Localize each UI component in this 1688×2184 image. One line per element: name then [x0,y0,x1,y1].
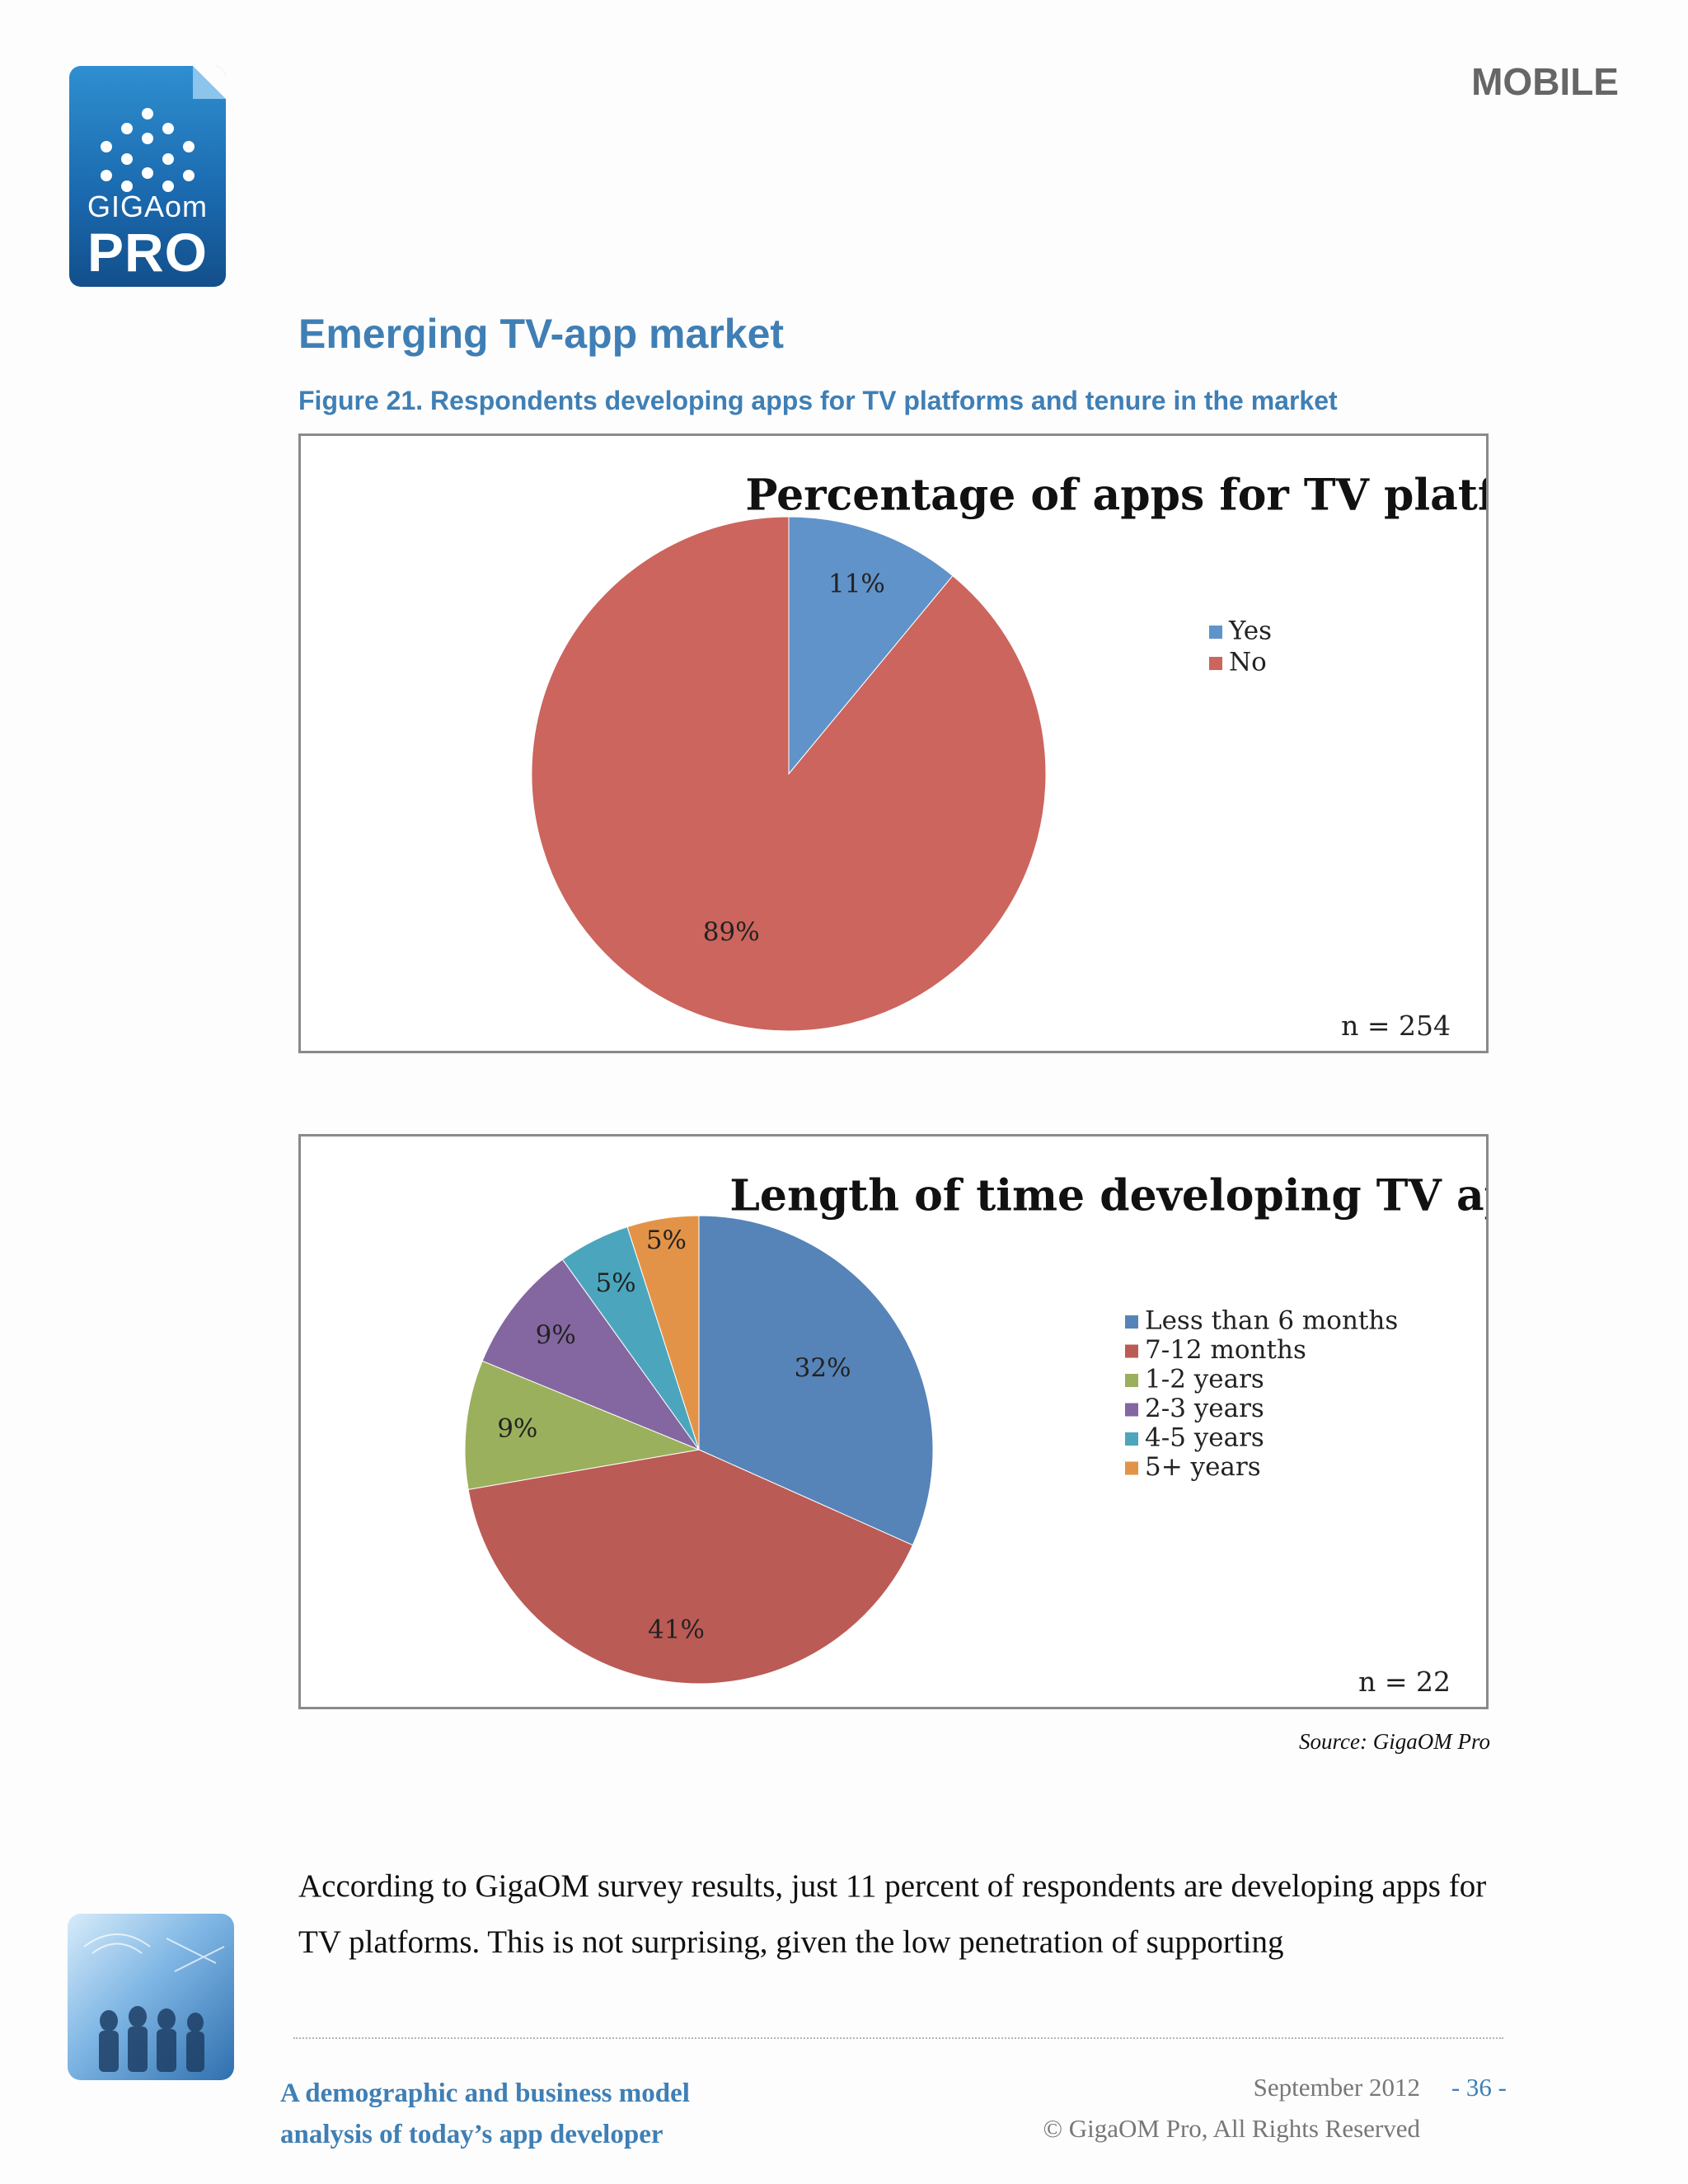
footer-divider [293,2037,1503,2039]
time-legend-swatch-7-12-months [1125,1344,1138,1358]
tv-legend-swatch-no [1209,657,1222,670]
footer-page-number: - 36 - [1451,2073,1507,2102]
tv-platforms-chart-svg: 11% 89% Percentage of apps for TV platform… [531,471,1486,1042]
time-slice-2-3-years [481,1258,701,1451]
tv-chart-title: Percentage of apps for TV platforms [745,471,1486,521]
tv-data-label-no: 89% [703,917,760,947]
business-people-illustration [83,1933,225,2072]
business-people-photo [68,1914,234,2080]
time-legend-label-4-5-years: 4-5 years [1145,1423,1264,1453]
tv-slice-yes [788,516,954,776]
gigaom-pro-logo: GIGAom PRO [69,66,226,287]
tv-slice-no [531,516,1047,1032]
tv-legend-label-yes: Yes [1228,616,1272,646]
footer-date: September 2012 [1253,2073,1420,2102]
tv-sample-size-note: n = 254 [1341,1010,1451,1042]
time-data-label-5-years: 5% [646,1226,687,1255]
tv-legend-swatch-yes [1209,626,1222,639]
page-fold-decoration [193,66,226,99]
source-note: Source: GigaOM Pro [1299,1729,1490,1754]
time-chart-title: Length of time developing TV apps [729,1171,1486,1221]
time-legend-swatch-5-years [1125,1461,1138,1475]
time-legend-swatch-less-than-6-months [1125,1315,1138,1329]
footer-copyright: © GigaOM Pro, All Rights Reserved [1043,2114,1420,2143]
footer-report-title-line2: analysis of today’s app developer [280,2120,663,2149]
time-legend-swatch-1-2-years [1125,1374,1138,1387]
time-data-label-4-5-years: 5% [595,1268,635,1298]
footer-report-title: A demographic and business model analysi… [280,2073,690,2155]
time-legend-label-1-2-years: 1-2 years [1145,1365,1264,1394]
time-sample-size-note: n = 22 [1358,1666,1451,1698]
time-developing-chart: 32% 41% 9% 9% 5% 5% Length of time developing … [298,1134,1489,1709]
time-slice-1-2-years [464,1360,701,1490]
time-legend-label-5-years: 5+ years [1145,1452,1261,1482]
tv-legend-label-no: No [1229,648,1267,677]
time-data-label-1-2-years: 9% [497,1413,537,1443]
time-legend-swatch-4-5-years [1125,1432,1138,1446]
time-legend-label-7-12-months: 7-12 months [1145,1335,1306,1365]
time-developing-chart-svg: 32% 41% 9% 9% 5% 5% Length of time developing … [464,1171,1486,1698]
tv-data-label-yes: 11% [828,569,885,599]
time-slice-less-than-6-months [698,1215,934,1546]
time-data-label-7-12-months: 41% [648,1615,705,1644]
time-legend-swatch-2-3-years [1125,1403,1138,1417]
logo-giga-text: GIGAom [87,190,209,223]
time-data-label-less-than-6-months: 32% [795,1353,851,1383]
page-heading: Emerging TV-app market [298,311,785,357]
time-slice-5-years [626,1215,700,1451]
logo-pro-text: PRO [87,222,209,283]
time-data-label-2-3-years: 9% [536,1320,576,1350]
time-legend-label-2-3-years: 2-3 years [1145,1394,1264,1423]
section-label: MOBILE [1471,60,1619,103]
body-paragraph: According to GigaOM survey results, just… [298,1868,1487,1960]
time-legend-label-less-than-6-months: Less than 6 months [1145,1306,1398,1336]
figure-caption: Figure 21. Respondents developing apps f… [298,386,1338,415]
tv-platforms-chart: 11% 89% Percentage of apps for TV platform… [298,434,1489,1053]
footer-report-title-line1: A demographic and business model [280,2079,690,2108]
time-slice-7-12-months [467,1449,913,1685]
dots-logo-mark [101,108,195,192]
